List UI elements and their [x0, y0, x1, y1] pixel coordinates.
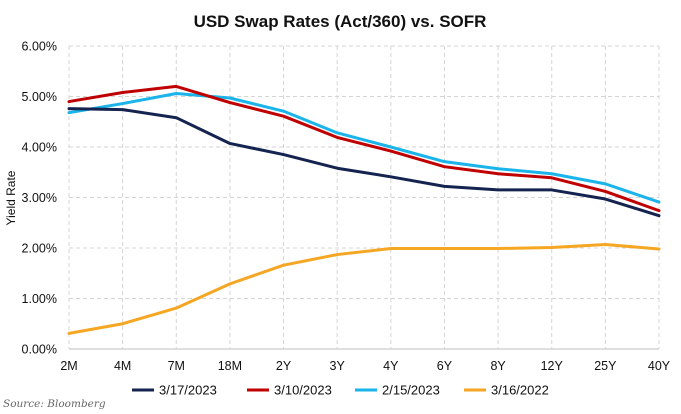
y-tick-label: 1.00%: [22, 292, 57, 306]
series-line-2-15-2023: [67, 91, 661, 204]
x-tick-label: 3Y: [330, 359, 346, 373]
series-line-3-16-2022: [67, 242, 661, 335]
gridlines: [68, 45, 660, 350]
series-line-3-10-2023: [67, 84, 661, 213]
x-tick-label: 8Y: [490, 359, 506, 373]
y-tick-label: 4.00%: [22, 141, 57, 155]
x-tick-label: 7M: [168, 359, 185, 373]
series-line-3-17-2023: [67, 107, 661, 218]
source-note: Source: Bloomberg: [3, 398, 106, 410]
y-tick-label: 6.00%: [22, 40, 57, 54]
x-tick-label: 2Y: [276, 359, 292, 373]
legend-label: 2/15/2023: [382, 383, 440, 398]
x-tick-label: 2M: [60, 359, 77, 373]
legend-item: 3/10/2023: [247, 383, 332, 398]
x-axis-ticks: 2M 4M 7M 18M 2Y 3Y 4Y 6Y 8Y 12Y 25Y 40Y: [60, 359, 670, 373]
legend-item: 3/16/2022: [464, 383, 549, 398]
x-tick-label: 4Y: [383, 359, 399, 373]
legend-label: 3/16/2022: [491, 383, 549, 398]
legend-item: 3/17/2023: [132, 383, 217, 398]
y-axis-ticks: 0.00% 1.00% 2.00% 3.00% 4.00% 5.00% 6.00%: [22, 40, 57, 357]
x-tick-label: 25Y: [594, 359, 617, 373]
x-tick-label: 4M: [114, 359, 131, 373]
legend-label: 3/17/2023: [159, 383, 217, 398]
y-tick-label: 3.00%: [22, 191, 57, 205]
x-tick-label: 6Y: [437, 359, 453, 373]
y-axis-label: Yield Rate: [4, 170, 18, 225]
x-tick-label: 40Y: [648, 359, 671, 373]
x-tick-label: 18M: [218, 359, 242, 373]
x-tick-label: 12Y: [541, 359, 564, 373]
series-lines: [67, 84, 661, 335]
y-tick-label: 5.00%: [22, 90, 57, 104]
legend-label: 3/10/2023: [274, 383, 332, 398]
chart-title: USD Swap Rates (Act/360) vs. SOFR: [194, 12, 487, 31]
legend-item: 2/15/2023: [355, 383, 440, 398]
y-tick-label: 0.00%: [22, 343, 57, 357]
legend: 3/17/2023 3/10/2023 2/15/2023 3/16/2022: [132, 383, 549, 398]
y-tick-label: 2.00%: [22, 242, 57, 256]
